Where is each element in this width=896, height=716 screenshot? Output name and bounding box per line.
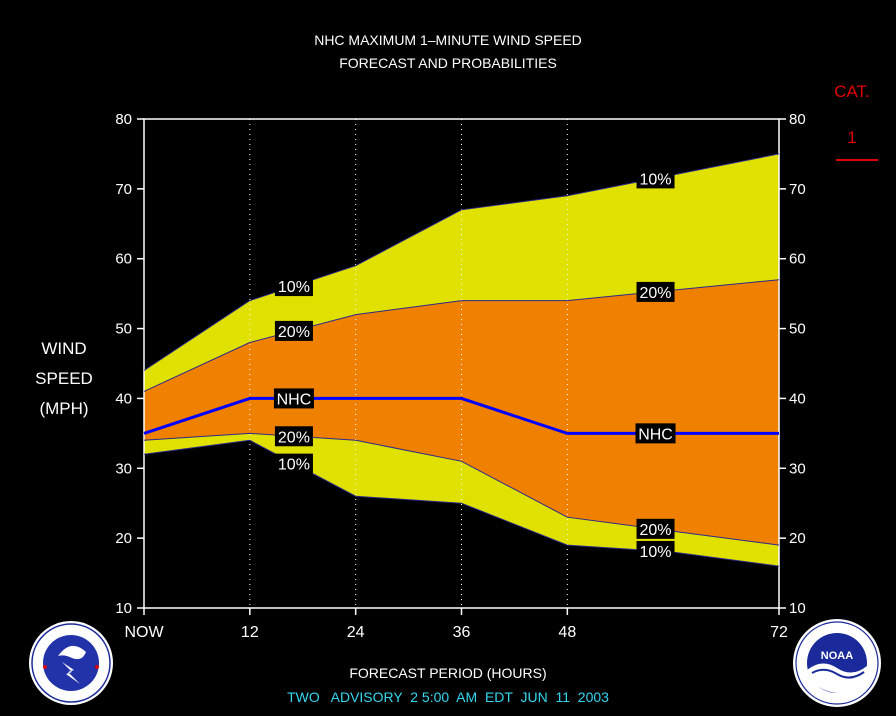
y-tick-label-left: 70: [115, 181, 132, 198]
series-label-bg: [636, 281, 675, 302]
y-tick-label-left: 40: [115, 390, 132, 407]
chart-title-line2: FORECAST AND PROBABILITIES: [339, 55, 557, 71]
series-label-1-0: 20%: [274, 320, 313, 341]
y-axis-label-line3: (MPH): [39, 399, 89, 418]
y-tick-label-right: 30: [789, 460, 806, 477]
y-tick-label-right: 20: [789, 530, 806, 547]
series-label-4-1: 10%: [636, 540, 675, 561]
svg-text:NOAA: NOAA: [821, 650, 853, 662]
x-tick-label: 48: [558, 624, 576, 641]
series-label-bg: [636, 168, 675, 189]
y-tick-label-left: 10: [115, 600, 132, 617]
series-label-bg: [635, 423, 676, 444]
series-label-text: 10%: [640, 544, 672, 561]
x-tick-label: 72: [770, 624, 788, 641]
y-tick-label-right: 10: [789, 600, 806, 617]
x-tick-label: NOW: [124, 624, 164, 641]
series-label-1-1: 20%: [636, 281, 675, 302]
axis-ticks: 10 10 20 20 30 30 40 40 50 50 60 60 70 70 80 80 NOW 12 24 3…: [115, 111, 805, 641]
band-20-percent: [144, 279, 779, 546]
y-tick-label-right: 50: [789, 321, 806, 338]
series-label-text: NHC: [277, 391, 312, 408]
series-label-4-0: 10%: [274, 453, 313, 474]
series-label-bg: [274, 426, 313, 447]
series-label-text: NHC: [638, 426, 673, 443]
series-label-2-0: NHC: [273, 388, 314, 409]
series-label-text: 10%: [278, 457, 310, 474]
x-axis-label: FORECAST PERIOD (HOURS): [349, 665, 547, 681]
y-tick-label-left: 50: [115, 321, 132, 338]
x-tick-label: 12: [241, 624, 259, 641]
series-label-text: 20%: [278, 324, 310, 341]
y-tick-label-right: 80: [789, 111, 806, 128]
y-tick-label-right: 60: [789, 251, 806, 268]
series-label-bg: [273, 388, 314, 409]
nws-logo-icon: [29, 621, 113, 705]
series-label-text: 20%: [278, 429, 310, 446]
y-tick-label-right: 40: [789, 390, 806, 407]
series-label-bg: [274, 320, 313, 341]
series-label-bg: [636, 518, 675, 539]
y-tick-label-left: 80: [115, 111, 132, 128]
category-label: CAT.: [834, 82, 870, 101]
series-label-text: 10%: [640, 171, 672, 188]
noaa-logo-icon: NOAA: [793, 619, 881, 707]
series-label-3-1: 20%: [636, 518, 675, 539]
advisory-text: TWO ADVISORY 2 5:00 AM EDT JUN 11 2003: [287, 689, 609, 705]
series-label-0-0: 10%: [274, 276, 313, 297]
series-label-bg: [636, 540, 675, 561]
y-axis-label-line1: WIND: [41, 339, 87, 358]
series-label-text: 10%: [278, 279, 310, 296]
series-labels: 10% 10% 20% 20% NHC NHC 20% 20% 10% 10%: [273, 168, 676, 561]
y-tick-label-left: 30: [115, 460, 132, 477]
y-tick-label-left: 60: [115, 251, 132, 268]
chart-title-line1: NHC MAXIMUM 1–MINUTE WIND SPEED: [314, 32, 582, 48]
category-value: 1: [847, 128, 857, 147]
series-label-bg: [274, 453, 313, 474]
series-label-text: 20%: [640, 285, 672, 302]
y-axis-label-line2: SPEED: [35, 369, 93, 388]
x-tick-label: 36: [453, 624, 471, 641]
y-tick-label-left: 20: [115, 530, 132, 547]
x-tick-label: 24: [347, 624, 365, 641]
series-label-0-1: 10%: [636, 168, 675, 189]
series-label-bg: [274, 276, 313, 297]
series-label-text: 20%: [640, 522, 672, 539]
series-label-2-1: NHC: [635, 423, 676, 444]
series-label-3-0: 20%: [274, 426, 313, 447]
y-tick-label-right: 70: [789, 181, 806, 198]
